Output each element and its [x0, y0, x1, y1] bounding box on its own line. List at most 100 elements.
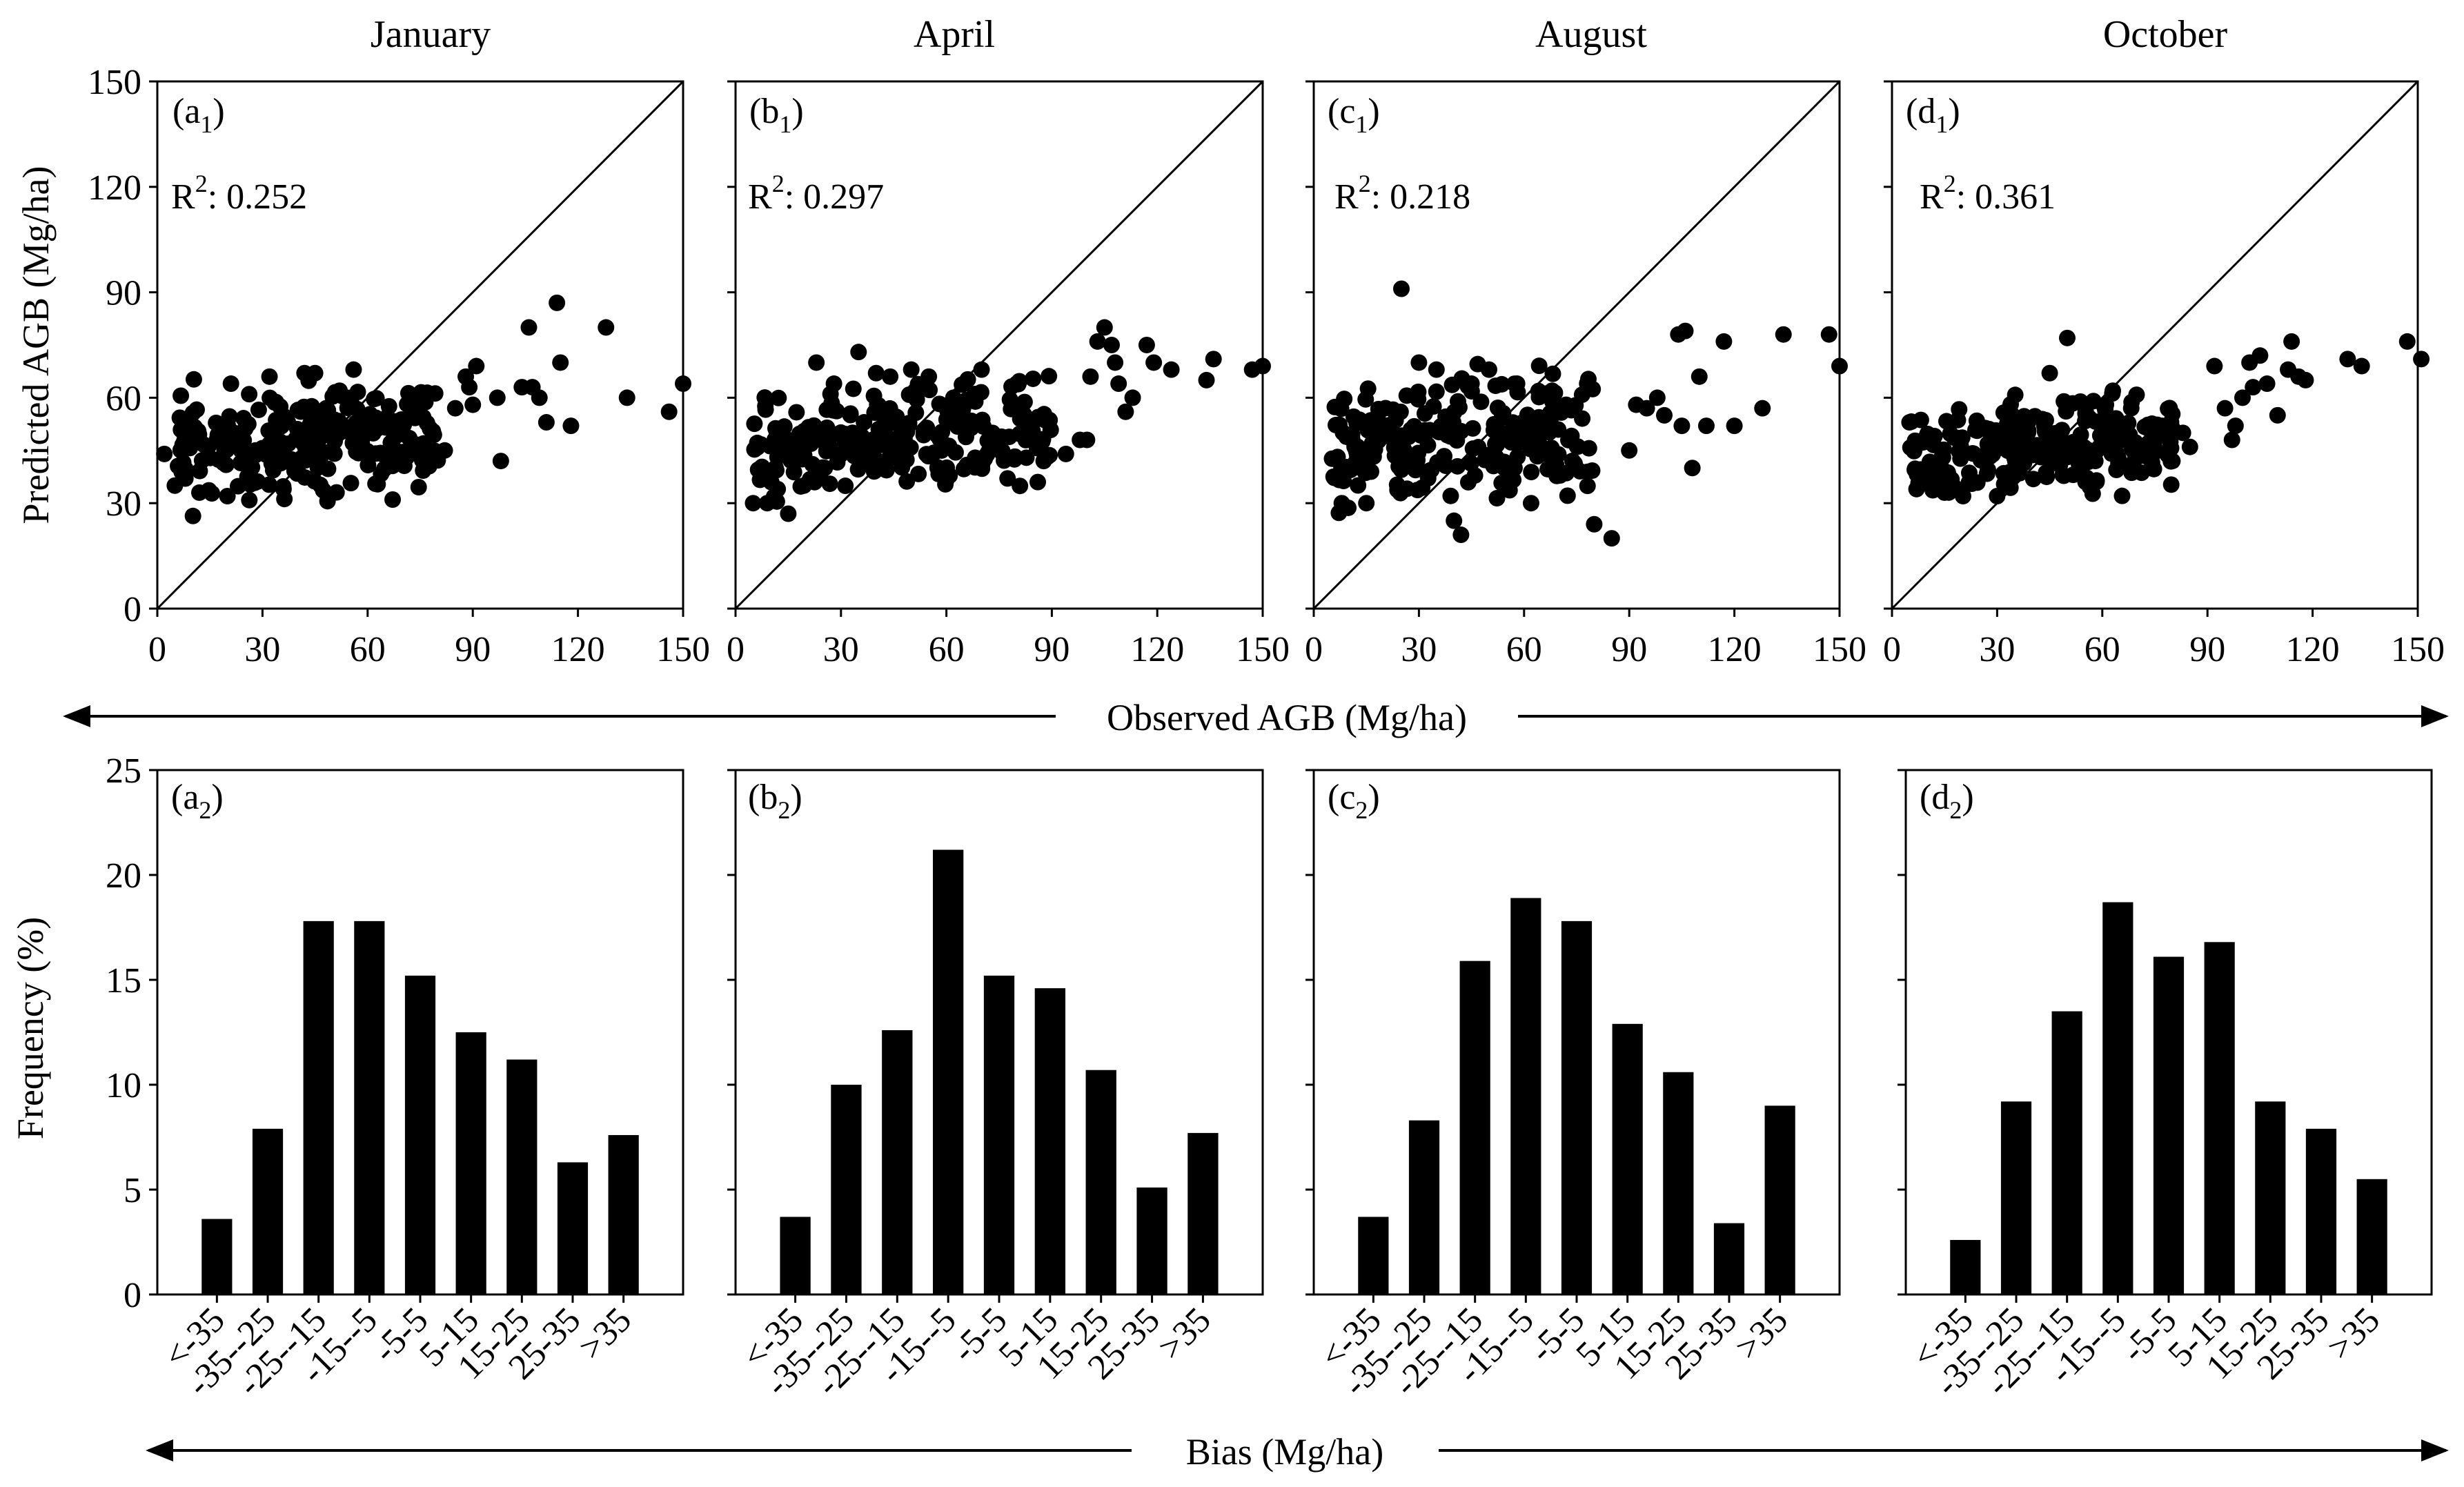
- data-point: [1677, 322, 1694, 339]
- data-point: [844, 424, 861, 442]
- data-point: [2003, 406, 2020, 423]
- data-point: [1414, 479, 1431, 496]
- data-point: [1442, 487, 1459, 504]
- one-to-one-line: [156, 80, 684, 610]
- data-point: [1487, 377, 1504, 395]
- x-tick-label: 60: [1506, 630, 1542, 669]
- data-point: [1537, 422, 1554, 440]
- data-point: [1029, 473, 1047, 491]
- data-point: [768, 422, 785, 440]
- data-point: [1425, 398, 1442, 415]
- data-point: [874, 417, 891, 434]
- data-point: [1428, 361, 1445, 378]
- y-tick-label: 15: [106, 961, 141, 1001]
- data-point: [1005, 396, 1022, 413]
- data-point: [350, 444, 367, 462]
- histogram-bar: [1187, 1132, 1219, 1294]
- data-point: [1754, 400, 1771, 417]
- data-point: [1621, 442, 1638, 459]
- panel-label: (b2): [748, 778, 802, 824]
- data-point: [1394, 431, 1411, 449]
- histogram-bar: [1663, 1072, 1694, 1294]
- data-point: [1579, 375, 1596, 393]
- data-point: [446, 400, 464, 417]
- x-tick-label: 30: [1401, 630, 1437, 669]
- data-point: [172, 442, 189, 459]
- data-point: [562, 417, 580, 435]
- data-point: [250, 401, 267, 418]
- y-tick-label: 0: [124, 1276, 141, 1315]
- data-point: [417, 393, 434, 411]
- data-point: [1387, 412, 1404, 429]
- data-point: [549, 294, 566, 311]
- histogram-bar: [2356, 1179, 2387, 1294]
- data-point: [317, 400, 335, 417]
- data-point: [315, 482, 332, 499]
- data-point: [976, 450, 994, 467]
- data-point: [618, 389, 635, 406]
- data-point: [229, 429, 246, 446]
- x-tick-label: 60: [350, 630, 386, 669]
- data-point: [1901, 414, 1918, 431]
- data-point: [191, 462, 208, 480]
- data-point: [1550, 421, 1567, 438]
- data-point: [1110, 375, 1127, 393]
- data-point: [896, 430, 913, 447]
- data-point: [2041, 364, 2058, 382]
- data-point: [2059, 329, 2076, 346]
- data-point: [384, 491, 402, 509]
- data-point: [2024, 471, 2042, 488]
- data-point: [2153, 417, 2171, 435]
- data-point: [780, 505, 797, 522]
- data-point: [1963, 475, 1980, 493]
- data-point: [1463, 375, 1480, 393]
- data-point: [394, 444, 411, 461]
- data-point: [1472, 393, 1490, 411]
- data-point: [1333, 495, 1350, 512]
- data-point: [1557, 396, 1575, 413]
- x-tick-label: 30: [1979, 630, 2015, 669]
- data-point: [306, 364, 324, 382]
- data-point: [841, 437, 858, 454]
- panel-label: (a2): [171, 778, 224, 824]
- histogram-bar: [2204, 942, 2235, 1294]
- data-point: [945, 414, 963, 431]
- data-point: [2174, 424, 2191, 442]
- data-point: [821, 475, 838, 493]
- data-point: [2064, 395, 2081, 412]
- data-point: [331, 382, 348, 400]
- data-point: [326, 445, 343, 462]
- data-point: [1254, 357, 1271, 375]
- data-point: [1544, 382, 1561, 400]
- data-point: [1952, 450, 1969, 467]
- data-point: [2162, 476, 2180, 493]
- x-tick-label: 60: [929, 630, 965, 669]
- data-point: [1989, 488, 2006, 505]
- data-point: [275, 480, 292, 498]
- data-point: [2080, 409, 2098, 426]
- data-point: [2269, 406, 2286, 424]
- one-to-one-line: [734, 80, 1264, 610]
- hist-panel-april: (b2) <-35-35--25-25--15-15--5-5-55-1515-…: [727, 769, 1264, 1404]
- data-point: [1198, 371, 1215, 388]
- data-point: [2283, 333, 2300, 350]
- hist-x-axis-title: Bias (Mg/ha): [1186, 1431, 1383, 1473]
- data-point: [1025, 370, 1042, 387]
- data-point: [945, 389, 962, 406]
- data-point: [241, 491, 258, 509]
- data-point: [2181, 438, 2198, 455]
- histogram-bar: [1612, 1023, 1643, 1294]
- r-squared-label: R2: 0.252: [171, 170, 307, 217]
- data-point: [489, 389, 506, 406]
- y-tick-label: 120: [88, 168, 141, 208]
- data-point: [920, 368, 938, 385]
- data-point: [374, 446, 391, 463]
- data-point: [1775, 326, 1792, 343]
- panel-label: (d2): [1920, 778, 1974, 824]
- data-point: [343, 397, 360, 415]
- data-point: [2297, 371, 2314, 388]
- x-tick-label: 120: [1708, 630, 1762, 669]
- data-point: [1410, 383, 1427, 400]
- data-point: [415, 435, 433, 452]
- data-point: [464, 396, 482, 413]
